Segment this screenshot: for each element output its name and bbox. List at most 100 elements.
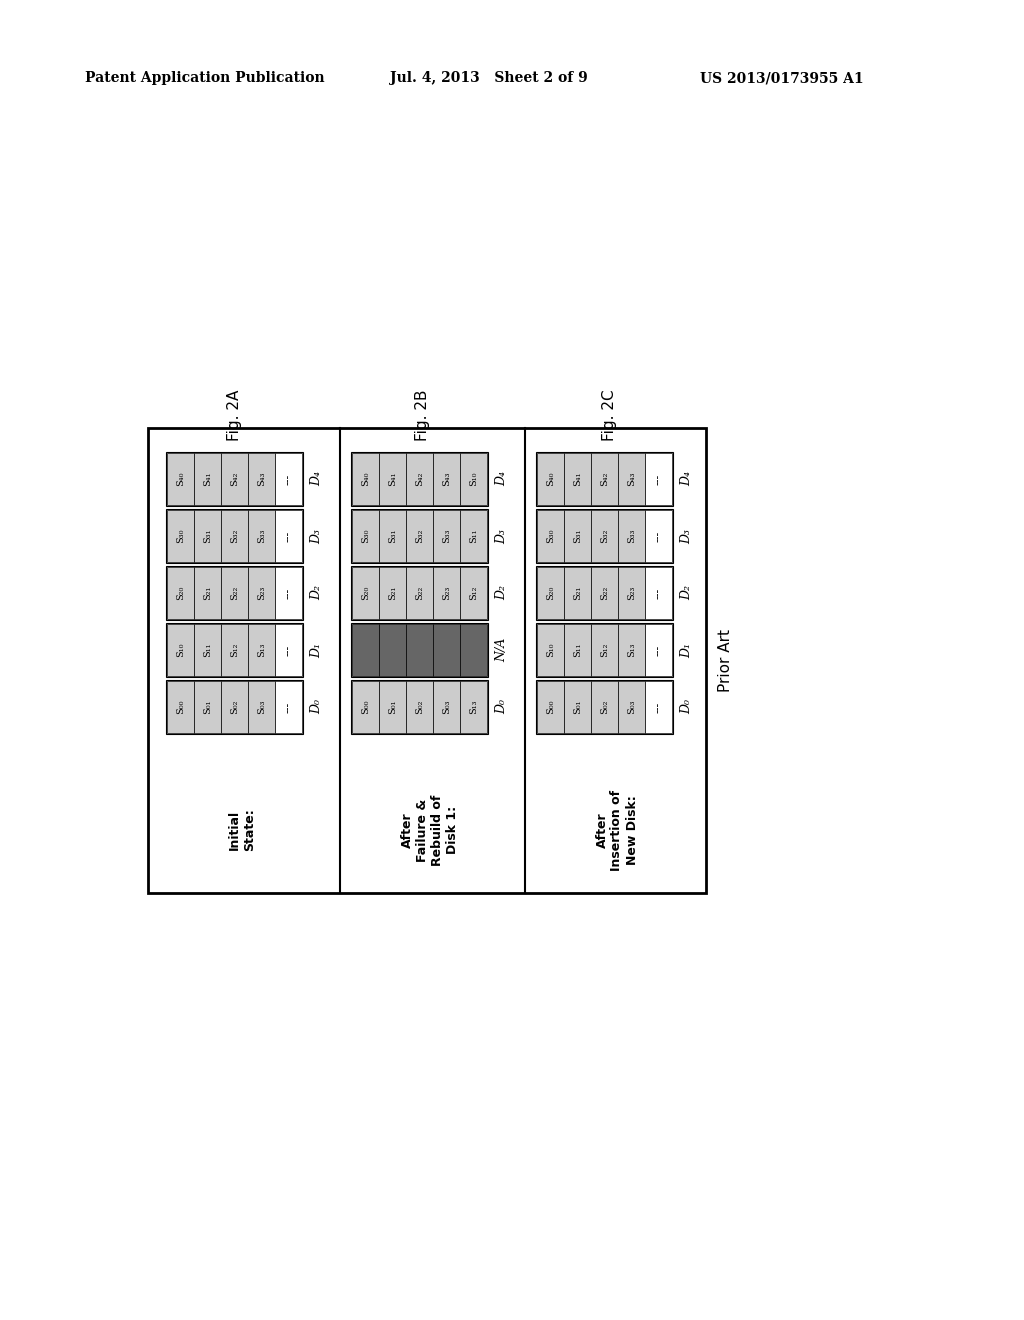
- Text: S₀₃: S₀₃: [257, 700, 266, 714]
- Bar: [406, 568, 433, 619]
- Text: S₄₂: S₄₂: [415, 471, 424, 486]
- Bar: [564, 510, 591, 562]
- Bar: [351, 623, 488, 677]
- Text: S₃₁: S₃₁: [388, 529, 397, 544]
- Bar: [537, 681, 564, 733]
- Bar: [591, 624, 618, 676]
- Text: S₄₀: S₄₀: [361, 471, 370, 486]
- Text: S₃₁: S₃₁: [203, 529, 212, 544]
- Bar: [618, 681, 645, 733]
- Text: S₄₂: S₄₂: [600, 471, 609, 486]
- Text: S₀₁: S₀₁: [573, 700, 582, 714]
- Bar: [591, 568, 618, 619]
- Text: S₂₀: S₂₀: [361, 586, 370, 601]
- Text: S₃₂: S₃₂: [230, 529, 239, 544]
- Bar: [167, 453, 194, 506]
- Bar: [433, 510, 460, 562]
- Bar: [406, 453, 433, 506]
- Bar: [591, 510, 618, 562]
- Text: S₁₀: S₁₀: [546, 643, 555, 657]
- Bar: [275, 681, 302, 733]
- Text: D₃: D₃: [495, 528, 508, 544]
- Text: S₂₀: S₂₀: [546, 586, 555, 601]
- Text: S₂₁: S₂₁: [203, 586, 212, 601]
- Text: Fig. 2C: Fig. 2C: [602, 389, 617, 441]
- Bar: [536, 451, 673, 506]
- Text: S₂₂: S₂₂: [415, 586, 424, 601]
- Text: S₂₃: S₂₃: [442, 586, 451, 601]
- Text: N/A: N/A: [495, 638, 508, 663]
- Text: S₁₀: S₁₀: [176, 643, 185, 657]
- Bar: [221, 624, 248, 676]
- Text: ---: ---: [653, 474, 664, 484]
- Text: S₂₁: S₂₁: [573, 586, 582, 601]
- Text: S₁₁: S₁₁: [469, 529, 478, 544]
- Text: D₀: D₀: [310, 700, 323, 714]
- Bar: [351, 451, 488, 506]
- Text: After
Insertion of
New Disk:: After Insertion of New Disk:: [596, 789, 639, 871]
- Text: S₀₃: S₀₃: [442, 700, 451, 714]
- Bar: [645, 624, 672, 676]
- Bar: [166, 623, 303, 677]
- Bar: [167, 624, 194, 676]
- Bar: [460, 510, 487, 562]
- Bar: [166, 451, 303, 506]
- Bar: [645, 453, 672, 506]
- Bar: [564, 624, 591, 676]
- Text: S₂₃: S₂₃: [257, 586, 266, 601]
- Text: ---: ---: [653, 587, 664, 599]
- Bar: [645, 568, 672, 619]
- Bar: [537, 453, 564, 506]
- Bar: [275, 568, 302, 619]
- Bar: [166, 510, 303, 564]
- Text: Prior Art: Prior Art: [718, 628, 732, 692]
- Text: D₃: D₃: [310, 528, 323, 544]
- Bar: [536, 566, 673, 620]
- Text: S₄₂: S₄₂: [230, 471, 239, 486]
- Text: Jul. 4, 2013   Sheet 2 of 9: Jul. 4, 2013 Sheet 2 of 9: [390, 71, 588, 84]
- Text: S₄₀: S₄₀: [546, 471, 555, 486]
- Text: S₁₂: S₁₂: [230, 643, 239, 657]
- Text: S₃₃: S₃₃: [257, 529, 266, 544]
- Text: ---: ---: [284, 701, 294, 713]
- Text: After
Failure &
Rebuild of
Disk 1:: After Failure & Rebuild of Disk 1:: [401, 795, 459, 866]
- Bar: [406, 624, 433, 676]
- Bar: [591, 453, 618, 506]
- Bar: [564, 681, 591, 733]
- Text: S₃₀: S₃₀: [546, 529, 555, 544]
- Bar: [618, 624, 645, 676]
- Text: S₁₁: S₁₁: [203, 643, 212, 657]
- Text: S₄₃: S₄₃: [257, 471, 266, 486]
- Bar: [167, 510, 194, 562]
- Text: D₁: D₁: [310, 643, 323, 657]
- Text: S₂₃: S₂₃: [627, 586, 636, 601]
- Text: S₁₃: S₁₃: [469, 700, 478, 714]
- Text: S₃₂: S₃₂: [415, 529, 424, 544]
- Bar: [194, 681, 221, 733]
- Bar: [148, 428, 706, 894]
- Bar: [460, 624, 487, 676]
- Text: S₀₂: S₀₂: [415, 700, 424, 714]
- Text: S₀₀: S₀₀: [176, 700, 185, 714]
- Text: Initial
State:: Initial State:: [228, 809, 256, 851]
- Text: S₁₂: S₁₂: [600, 643, 609, 657]
- Bar: [194, 510, 221, 562]
- Bar: [221, 681, 248, 733]
- Bar: [221, 568, 248, 619]
- Text: Fig. 2B: Fig. 2B: [415, 389, 430, 441]
- Bar: [166, 680, 303, 734]
- Text: S₃₃: S₃₃: [627, 529, 636, 544]
- Bar: [460, 453, 487, 506]
- Text: S₄₃: S₄₃: [442, 471, 451, 486]
- Text: S₀₀: S₀₀: [546, 700, 555, 714]
- Bar: [379, 624, 406, 676]
- Text: S₀₂: S₀₂: [230, 700, 239, 714]
- Bar: [564, 453, 591, 506]
- Bar: [352, 453, 379, 506]
- Text: S₄₁: S₄₁: [573, 471, 582, 486]
- Bar: [379, 568, 406, 619]
- Text: S₂₂: S₂₂: [600, 586, 609, 601]
- Text: D₄: D₄: [495, 471, 508, 487]
- Bar: [618, 568, 645, 619]
- Text: S₃₃: S₃₃: [442, 529, 451, 544]
